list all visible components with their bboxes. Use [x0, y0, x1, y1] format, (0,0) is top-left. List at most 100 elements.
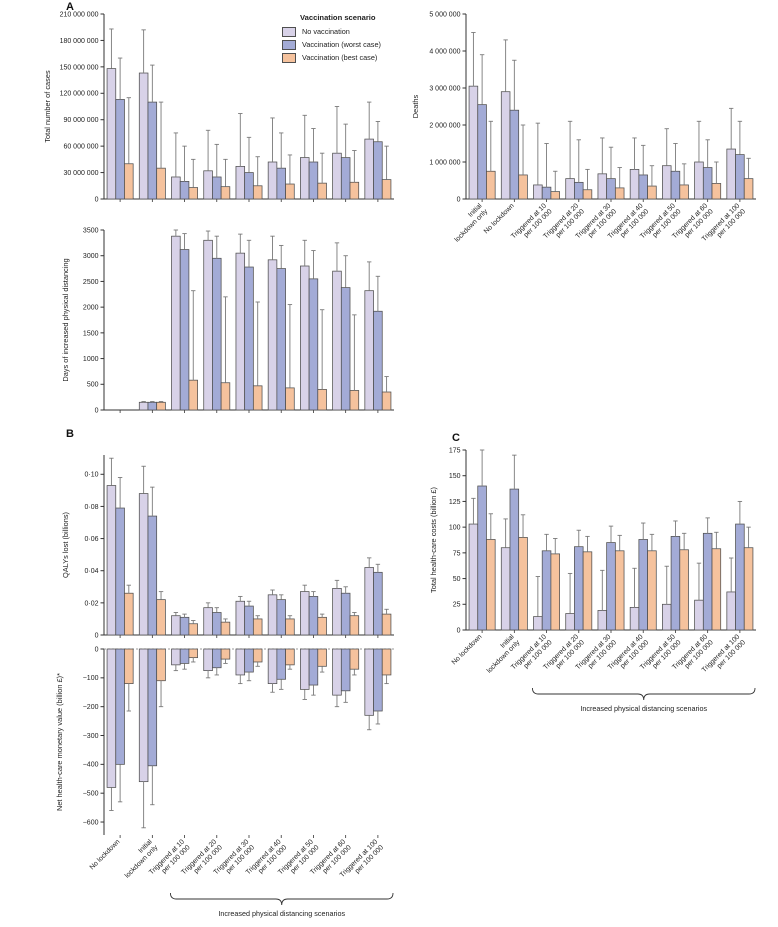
bar-costs-c4-s2	[614, 550, 625, 631]
y-tick-label: 3500	[83, 227, 99, 234]
bar-qalys-c4-s1	[244, 605, 254, 636]
bar-cases-c7-s2	[349, 181, 360, 200]
bar-net-c3-s0	[203, 648, 213, 672]
bar-qalys-c4-s0	[235, 600, 246, 636]
legend-items: No vaccination Vaccination (worst case) Va…	[282, 25, 381, 64]
legend-swatch-icon	[282, 39, 296, 50]
bar-net-c7-s2	[349, 648, 360, 670]
bar-qalys-c0-s2	[124, 592, 134, 636]
bar-deaths-c6-s1	[670, 170, 681, 200]
bar-qalys-c3-s2	[220, 621, 231, 636]
bar-qalys-c8-s1	[373, 571, 383, 636]
bar-qalys-c7-s0	[332, 588, 342, 636]
bar-qalys-c3-s1	[212, 612, 222, 636]
bar-deaths-c4-s2	[614, 187, 625, 200]
legend-swatch-icon	[282, 26, 296, 37]
y-tick-label: 175	[449, 447, 461, 454]
y-tick-label: 50	[453, 576, 461, 583]
bar-qalys-c2-s2	[188, 623, 198, 636]
bar-net-c8-s2	[381, 648, 392, 676]
bar-deaths-c5-s2	[647, 185, 657, 200]
bar-deaths-c3-s0	[565, 178, 575, 200]
bar-cases-c6-s2	[317, 182, 327, 200]
bar-cases-c4-s1	[244, 172, 254, 200]
bar-net-c4-s0	[235, 648, 246, 676]
chart-deaths: 0 1 000 000 2 000 000 3 000 000 4 000 000 5 0…	[396, 2, 778, 282]
bar-cases-c3-s0	[203, 170, 213, 200]
bar-qalys-c2-s1	[179, 616, 190, 636]
legend: Vaccination scenario No vaccination Vacci…	[282, 13, 381, 64]
bar-days-c7-s1	[340, 287, 351, 411]
y-tick-label: 0	[95, 632, 99, 639]
svg-text:No lockdown: No lockdown	[483, 202, 516, 235]
legend-item-0: No vaccination	[282, 25, 381, 38]
y-tick-label: 0·08	[84, 504, 98, 511]
bar-cases-c8-s1	[373, 141, 383, 200]
bar-costs-c7-s0	[694, 599, 704, 631]
bar-deaths-c1-s2	[518, 174, 528, 200]
bar-cases-c4-s0	[235, 166, 246, 200]
bar-deaths-c8-s2	[743, 178, 754, 200]
svg-text:No lockdown: No lockdown	[89, 838, 122, 871]
bar-days-c6-s0	[300, 265, 310, 411]
legend-label: Vaccination (best case)	[302, 53, 378, 62]
y-tick-label: −500	[83, 791, 99, 798]
y-tick-label: 25	[453, 602, 461, 609]
x-tick-label: No lockdown	[89, 838, 122, 871]
bar-net-c2-s1	[179, 648, 190, 664]
bar-qalys-c6-s0	[300, 591, 310, 636]
bar-days-c8-s0	[364, 290, 374, 411]
bar-qalys-c8-s0	[364, 567, 374, 636]
y-tick-label: 100	[449, 525, 461, 532]
bar-days-c4-s0	[235, 252, 246, 411]
y-tick-label: −200	[83, 704, 99, 711]
y-axis-label: Net health-care monetary value (billion …	[55, 673, 64, 811]
y-axis-label: Days of increased physical distancing	[61, 258, 70, 381]
y-tick-label: 0	[95, 196, 99, 203]
bar-net-c5-s0	[267, 648, 278, 684]
bar-cases-c3-s2	[220, 186, 231, 200]
bar-days-c6-s2	[317, 389, 327, 411]
bar-days-c2-s1	[179, 249, 190, 411]
bar-qalys-c0-s0	[106, 485, 117, 636]
y-tick-label: −100	[83, 675, 99, 682]
y-axis-label: Deaths	[411, 94, 420, 118]
bar-qalys-c1-s0	[138, 493, 149, 636]
bar-costs-c3-s2	[582, 551, 593, 631]
bar-qalys-c6-s1	[308, 596, 319, 636]
bar-net-c0-s2	[124, 648, 134, 684]
y-tick-label: 0	[95, 646, 99, 653]
bar-qalys-c5-s1	[276, 599, 286, 636]
legend-item-2: Vaccination (best case)	[282, 51, 381, 64]
bar-costs-c7-s1	[702, 532, 713, 631]
bar-net-c1-s1	[147, 648, 158, 767]
y-tick-label: 75	[453, 550, 461, 557]
y-tick-label: 2000	[83, 305, 99, 312]
y-tick-label: 500	[87, 382, 99, 389]
panel-a-label: A	[66, 1, 74, 13]
chart-svg-qalys: 0 0·02 0·04 0·06 0·08 0·10 QALYs lost (billion…	[61, 455, 394, 639]
y-tick-label: 210 000 000	[60, 11, 99, 18]
bar-days-c1-s2	[156, 401, 166, 411]
bar-net-c1-s2	[156, 648, 166, 682]
y-tick-label: 90 000 000	[63, 117, 98, 124]
bar-qalys-c3-s0	[203, 607, 213, 636]
bar-cases-c1-s0	[138, 72, 149, 200]
bar-costs-c8-s0	[726, 591, 736, 631]
bar-days-c1-s0	[138, 401, 149, 411]
bar-cases-c6-s0	[300, 157, 310, 200]
bar-net-c6-s2	[317, 648, 327, 667]
bar-cases-c8-s0	[364, 138, 374, 200]
bar-deaths-c3-s1	[574, 181, 584, 200]
bar-cases-c1-s2	[156, 167, 166, 200]
y-tick-label: 30 000 000	[63, 170, 98, 177]
bar-days-c6-s1	[308, 278, 319, 411]
y-axis-label: Total health-care costs (billion £)	[429, 487, 438, 593]
bar-costs-c5-s2	[647, 550, 657, 631]
bar-net-c2-s2	[188, 648, 198, 659]
y-tick-label: 2 000 000	[429, 122, 460, 129]
y-tick-label: 2500	[83, 279, 99, 286]
bar-costs-c6-s1	[670, 536, 681, 631]
y-tick-label: 0	[95, 407, 99, 414]
